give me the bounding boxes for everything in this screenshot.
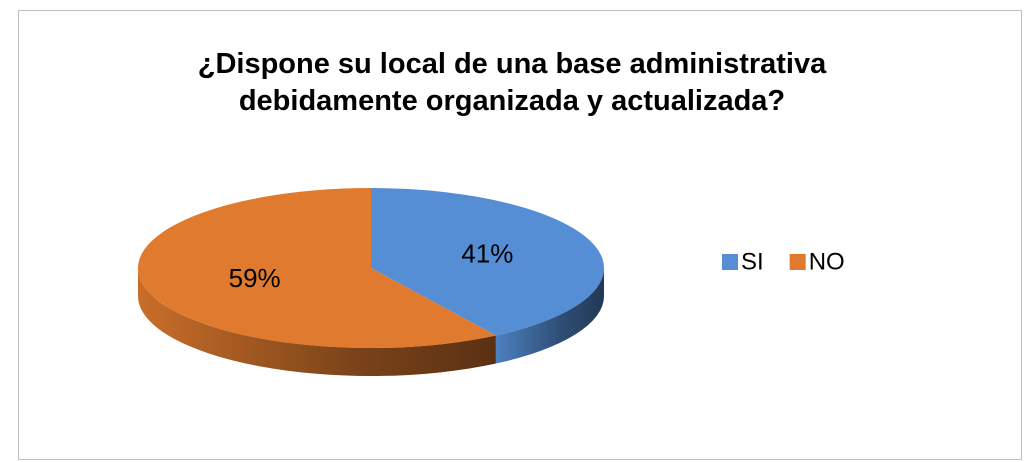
slice [371, 188, 604, 336]
data-label: 41% [461, 239, 513, 269]
legend-swatch [722, 254, 738, 270]
slice [137, 188, 496, 348]
data-label: 59% [229, 263, 281, 293]
legend-swatch [789, 254, 806, 270]
slice-side-shade [495, 268, 604, 364]
slice-side-shade [138, 268, 496, 377]
legend-label: SI [741, 248, 764, 275]
legend-label: NO [809, 248, 845, 275]
chart-title: ¿Dispone su local de una base administra… [197, 48, 827, 117]
chart-frame [18, 10, 1022, 460]
